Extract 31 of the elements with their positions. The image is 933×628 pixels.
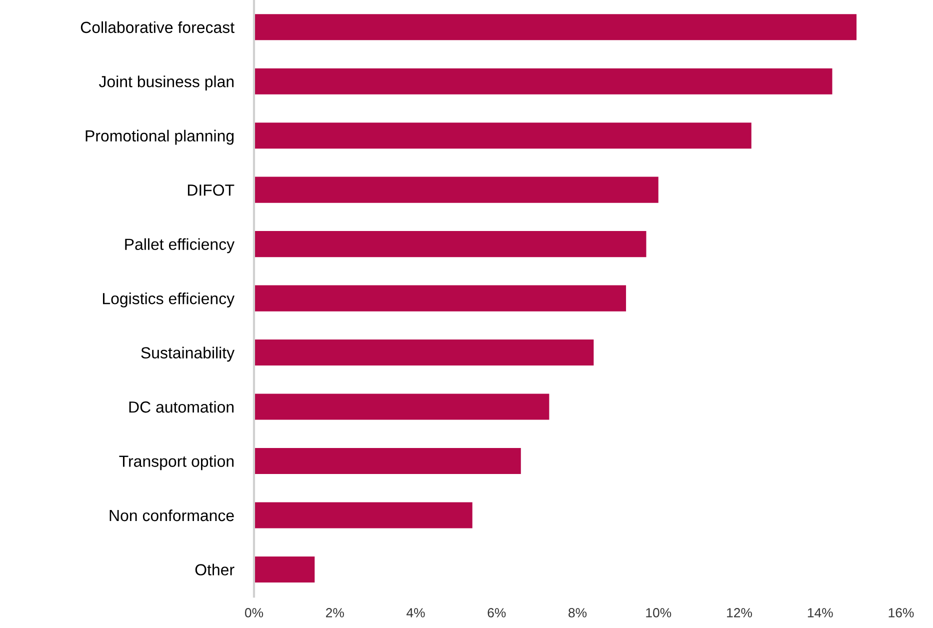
bar bbox=[254, 122, 752, 149]
bar bbox=[254, 394, 550, 420]
y-tick-label: Non conformance bbox=[110, 509, 234, 522]
x-tick-label: 8% bbox=[568, 608, 587, 618]
y-tick-label: DC automation bbox=[129, 400, 234, 413]
x-tick-label: 10% bbox=[646, 608, 672, 618]
y-tick-label: Sustainability bbox=[141, 346, 235, 362]
y-tick-label: Collaborative forecast bbox=[80, 21, 234, 34]
bar bbox=[254, 502, 472, 528]
y-tick-label: Promotional planning bbox=[86, 130, 234, 145]
y-tick-label: Logistics efficiency bbox=[102, 292, 235, 308]
x-tick-label: 6% bbox=[488, 608, 506, 618]
y-tick-label: Joint business plan bbox=[98, 76, 234, 90]
y-tick-label: DIFOT bbox=[188, 184, 234, 196]
bar bbox=[254, 556, 315, 582]
bar bbox=[254, 231, 646, 258]
y-tick-label: Transport option bbox=[119, 455, 234, 470]
bar bbox=[254, 68, 832, 94]
bar bbox=[254, 285, 626, 312]
bar bbox=[254, 176, 658, 203]
x-tick-label: 4% bbox=[406, 608, 425, 618]
y-tick-label: Pallet efficiency bbox=[125, 238, 235, 254]
x-tick-label: 2% bbox=[326, 608, 344, 618]
y-tick-label: Other bbox=[195, 564, 234, 576]
x-tick-label: 16% bbox=[888, 608, 914, 618]
bar bbox=[254, 14, 857, 40]
x-tick-label: 12% bbox=[727, 608, 752, 618]
bar bbox=[254, 448, 521, 474]
bar bbox=[254, 340, 594, 366]
x-tick-label: 0% bbox=[244, 608, 264, 618]
x-tick-label: 14% bbox=[808, 608, 833, 618]
